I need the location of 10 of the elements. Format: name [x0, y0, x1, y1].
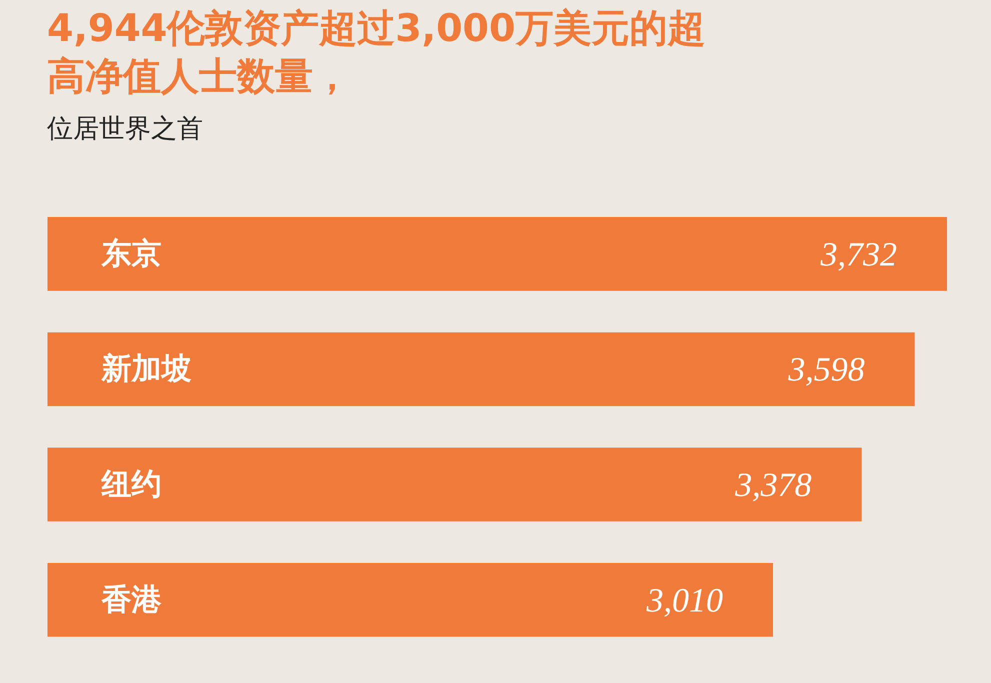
chart-subtitle: 位居世界之首: [47, 113, 203, 146]
y-tick-label: 香港: [100, 582, 162, 618]
data-label: 3,378: [734, 467, 812, 504]
data-label: 3,598: [787, 352, 865, 389]
chart-title: 4,944伦敦资产超过3,000万美元的超高净值人士数量，: [47, 4, 707, 100]
y-tick-label: 东京: [100, 236, 162, 272]
y-tick-label: 新加坡: [100, 352, 192, 387]
y-tick-label: 纽约: [100, 467, 162, 502]
data-label: 3,010: [645, 582, 723, 620]
data-label: 3,732: [820, 236, 898, 274]
